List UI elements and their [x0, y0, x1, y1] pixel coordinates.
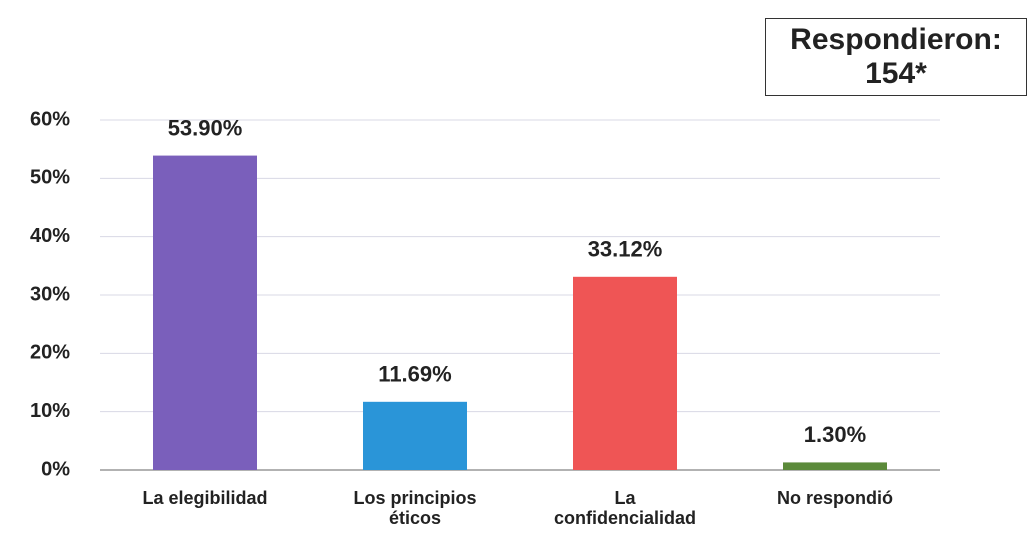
x-tick-label: La elegibilidad [142, 488, 268, 508]
y-tick-label: 60% [30, 108, 70, 130]
x-tick-label: Los principios éticos [353, 488, 477, 528]
bar [153, 155, 257, 471]
y-tick-label: 30% [30, 283, 70, 305]
x-tick-label: La confidencialidad [553, 488, 697, 528]
data-label: 53.90% [168, 115, 243, 140]
data-label: 11.69% [378, 362, 451, 387]
data-label: 33.12% [588, 237, 663, 262]
y-tick-label: 0% [41, 458, 70, 480]
data-label: 1.30% [804, 422, 866, 447]
y-tick-label: 10% [30, 400, 70, 422]
bar [783, 462, 887, 470]
bar [573, 276, 677, 470]
annotation: Respondieron: 154* [765, 18, 1027, 96]
y-tick-label: 20% [30, 342, 70, 364]
y-tick-label: 50% [30, 167, 70, 189]
bar [363, 401, 467, 470]
x-tick-label: No respondió [777, 488, 893, 508]
y-tick-label: 40% [30, 225, 70, 247]
